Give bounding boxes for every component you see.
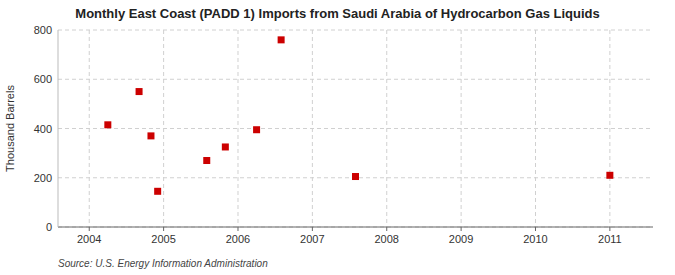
- y-grid-line: [58, 79, 653, 80]
- y-grid-line: [58, 227, 653, 228]
- x-tick-label: 2010: [523, 233, 547, 245]
- x-tick-label: 2005: [151, 233, 175, 245]
- point: [278, 36, 285, 43]
- point: [352, 173, 359, 180]
- axes: 0 200 400 600 800 2004 2005 2006 2007 2008 2009 201…: [34, 24, 653, 245]
- y-tick-label: 400: [34, 123, 52, 135]
- x-tick: [386, 227, 387, 231]
- point: [606, 172, 613, 179]
- y-axis-line: [58, 30, 59, 227]
- x-grid-line: [535, 30, 536, 227]
- x-tick: [163, 227, 164, 231]
- x-tick: [609, 227, 610, 231]
- x-tick-label: 2007: [300, 233, 324, 245]
- x-tick: [89, 227, 90, 231]
- source-note: Source: U.S. Energy Information Administ…: [58, 258, 268, 269]
- x-axis-line: [58, 227, 653, 228]
- y-tick-label: 800: [34, 24, 52, 36]
- x-tick-label: 2009: [449, 233, 473, 245]
- x-grid-line: [312, 30, 313, 227]
- x-grid-line: [163, 30, 164, 227]
- x-tick-label: 2006: [226, 233, 250, 245]
- grid: [58, 30, 653, 227]
- x-grid-line: [386, 30, 387, 227]
- x-tick-label: 2011: [598, 233, 622, 245]
- point: [203, 157, 210, 164]
- point: [104, 121, 111, 128]
- x-grid-line: [609, 30, 610, 227]
- x-tick: [535, 227, 536, 231]
- point: [136, 88, 143, 95]
- x-grid-line: [89, 30, 90, 227]
- y-tick-label: 0: [46, 221, 52, 233]
- points: [104, 36, 613, 194]
- y-axis-label: Thousand Barrels: [4, 85, 16, 172]
- y-tick-label: 200: [34, 172, 52, 184]
- x-tick: [461, 227, 462, 231]
- x-tick-label: 2004: [77, 233, 101, 245]
- chart: 0 200 400 600 800 2004 2005 2006 2007 2008 2009 201…: [0, 0, 675, 275]
- y-tick-label: 600: [34, 73, 52, 85]
- x-grid-line: [461, 30, 462, 227]
- x-tick: [237, 227, 238, 231]
- y-grid-line: [58, 30, 653, 31]
- y-grid-line: [58, 128, 653, 129]
- point: [154, 188, 161, 195]
- point: [253, 126, 260, 133]
- point: [222, 143, 229, 150]
- point: [147, 132, 154, 139]
- x-grid-line: [237, 30, 238, 227]
- x-tick-label: 2008: [374, 233, 398, 245]
- title: Monthly East Coast (PADD 1) Imports from…: [75, 6, 599, 21]
- x-tick: [312, 227, 313, 231]
